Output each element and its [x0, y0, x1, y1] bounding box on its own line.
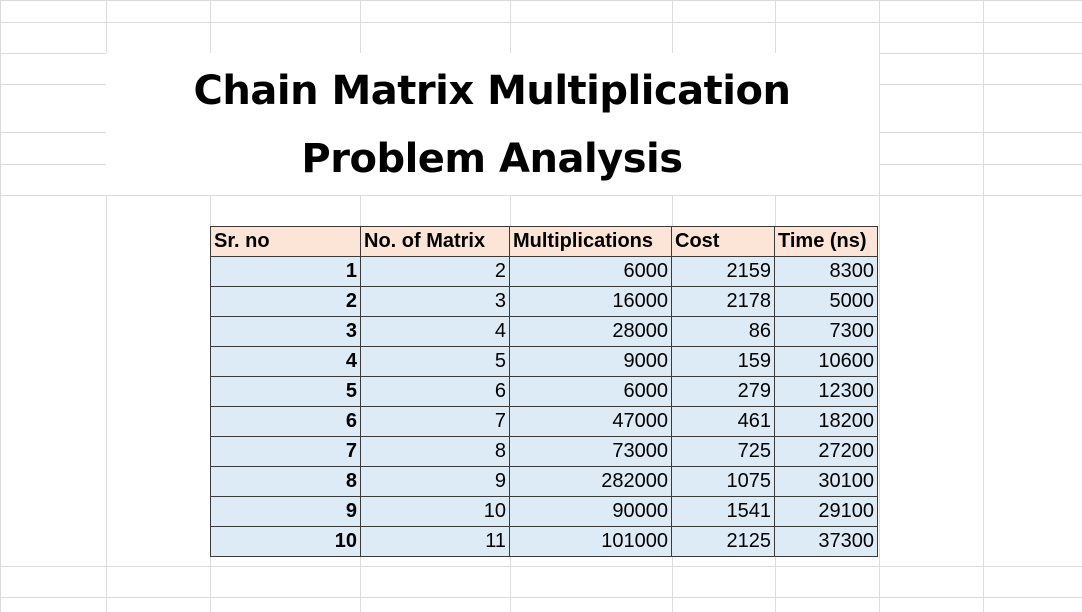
table-row: 7 8 73000 725 27200: [210, 436, 878, 467]
cell-multiplications[interactable]: 9000: [509, 346, 672, 377]
row-gridline: [0, 566, 1082, 567]
cell-multiplications[interactable]: 90000: [509, 496, 672, 527]
row-gridline: [0, 597, 1082, 598]
cell-no-of-matrix[interactable]: 8: [360, 436, 510, 467]
header-multiplications[interactable]: Multiplications: [509, 226, 672, 257]
column-gridline: [106, 0, 107, 612]
cell-no-of-matrix[interactable]: 5: [360, 346, 510, 377]
header-sr-no[interactable]: Sr. no: [210, 226, 361, 257]
cell-multiplications[interactable]: 73000: [509, 436, 672, 467]
cell-sr-no[interactable]: 1: [210, 256, 361, 287]
cell-time[interactable]: 12300: [774, 376, 878, 407]
cell-no-of-matrix[interactable]: 3: [360, 286, 510, 317]
cell-time[interactable]: 18200: [774, 406, 878, 437]
analysis-table: Sr. no No. of Matrix Multiplications Cos…: [210, 226, 878, 557]
table-header-row: Sr. no No. of Matrix Multiplications Cos…: [210, 226, 878, 257]
column-gridline: [879, 0, 880, 612]
cell-sr-no[interactable]: 2: [210, 286, 361, 317]
cell-multiplications[interactable]: 47000: [509, 406, 672, 437]
table-row: 8 9 282000 1075 30100: [210, 466, 878, 497]
cell-time[interactable]: 7300: [774, 316, 878, 347]
table-row: 10 11 101000 2125 37300: [210, 526, 878, 557]
header-no-of-matrix[interactable]: No. of Matrix: [360, 226, 510, 257]
title-cell[interactable]: Chain Matrix Multiplication Problem Anal…: [106, 53, 879, 195]
row-gridline: [0, 22, 1082, 23]
cell-cost[interactable]: 725: [671, 436, 775, 467]
cell-sr-no[interactable]: 10: [210, 526, 361, 557]
cell-multiplications[interactable]: 6000: [509, 376, 672, 407]
cell-multiplications[interactable]: 101000: [509, 526, 672, 557]
table-row: 5 6 6000 279 12300: [210, 376, 878, 407]
table-row: 6 7 47000 461 18200: [210, 406, 878, 437]
cell-multiplications[interactable]: 282000: [509, 466, 672, 497]
cell-cost[interactable]: 2125: [671, 526, 775, 557]
header-cost[interactable]: Cost: [671, 226, 775, 257]
header-time[interactable]: Time (ns): [774, 226, 878, 257]
cell-sr-no[interactable]: 3: [210, 316, 361, 347]
cell-cost[interactable]: 1541: [671, 496, 775, 527]
table-row: 9 10 90000 1541 29100: [210, 496, 878, 527]
cell-multiplications[interactable]: 28000: [509, 316, 672, 347]
cell-multiplications[interactable]: 6000: [509, 256, 672, 287]
column-gridline: [983, 0, 984, 612]
table-row: 1 2 6000 2159 8300: [210, 256, 878, 287]
cell-no-of-matrix[interactable]: 9: [360, 466, 510, 497]
cell-no-of-matrix[interactable]: 10: [360, 496, 510, 527]
table-row: 3 4 28000 86 7300: [210, 316, 878, 347]
cell-cost[interactable]: 461: [671, 406, 775, 437]
cell-sr-no[interactable]: 5: [210, 376, 361, 407]
table-row: 4 5 9000 159 10600: [210, 346, 878, 377]
cell-time[interactable]: 10600: [774, 346, 878, 377]
cell-cost[interactable]: 2159: [671, 256, 775, 287]
cell-time[interactable]: 37300: [774, 526, 878, 557]
page-title-line-1: Chain Matrix Multiplication: [193, 68, 791, 114]
cell-sr-no[interactable]: 8: [210, 466, 361, 497]
cell-time[interactable]: 30100: [774, 466, 878, 497]
cell-cost[interactable]: 159: [671, 346, 775, 377]
cell-no-of-matrix[interactable]: 7: [360, 406, 510, 437]
cell-cost[interactable]: 1075: [671, 466, 775, 497]
table-row: 2 3 16000 2178 5000: [210, 286, 878, 317]
cell-time[interactable]: 8300: [774, 256, 878, 287]
cell-sr-no[interactable]: 9: [210, 496, 361, 527]
cell-time[interactable]: 29100: [774, 496, 878, 527]
cell-time[interactable]: 5000: [774, 286, 878, 317]
cell-sr-no[interactable]: 6: [210, 406, 361, 437]
cell-cost[interactable]: 2178: [671, 286, 775, 317]
row-gridline: [0, 195, 1082, 196]
cell-no-of-matrix[interactable]: 2: [360, 256, 510, 287]
cell-sr-no[interactable]: 7: [210, 436, 361, 467]
cell-sr-no[interactable]: 4: [210, 346, 361, 377]
cell-no-of-matrix[interactable]: 11: [360, 526, 510, 557]
cell-time[interactable]: 27200: [774, 436, 878, 467]
cell-no-of-matrix[interactable]: 4: [360, 316, 510, 347]
cell-cost[interactable]: 86: [671, 316, 775, 347]
page-title-line-2: Problem Analysis: [301, 136, 683, 182]
cell-multiplications[interactable]: 16000: [509, 286, 672, 317]
cell-cost[interactable]: 279: [671, 376, 775, 407]
cell-no-of-matrix[interactable]: 6: [360, 376, 510, 407]
